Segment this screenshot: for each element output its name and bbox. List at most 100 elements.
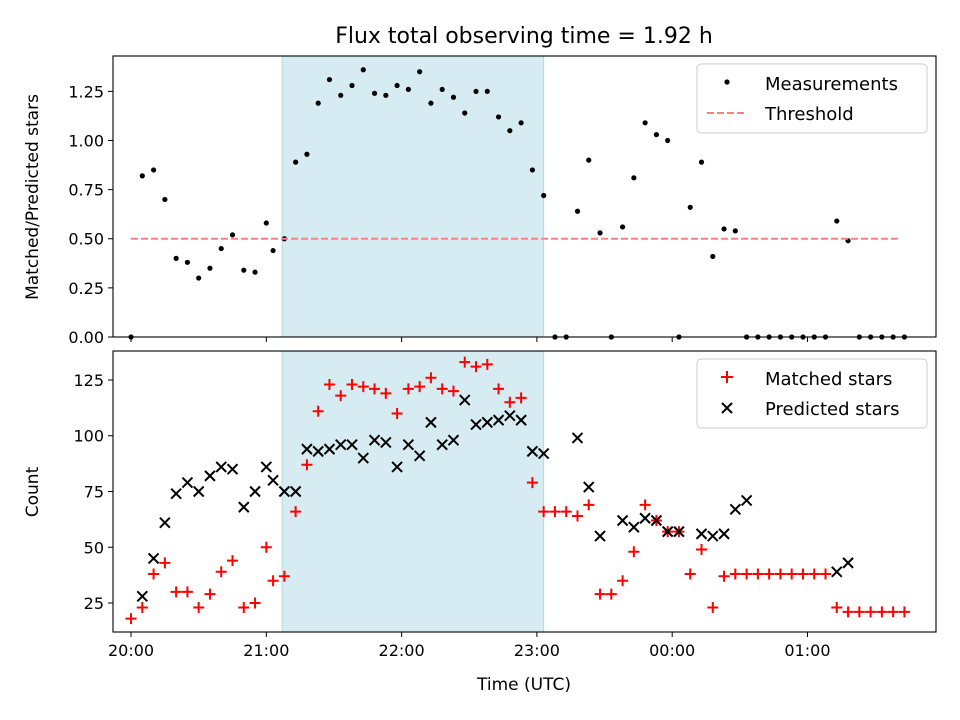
matched-star-point — [193, 601, 205, 613]
predicted-star-point — [831, 566, 843, 578]
predicted-star-point — [583, 481, 595, 493]
predicted-star-point — [515, 414, 527, 426]
matched-star-point — [696, 543, 708, 555]
predicted-star-point — [492, 414, 505, 426]
y-tick-label: 0.25 — [68, 279, 104, 298]
measurement-point — [394, 82, 400, 89]
matched-star-point — [493, 383, 505, 395]
y-tick-label: 0.00 — [68, 328, 104, 347]
x-tick-label: 23:00 — [514, 641, 560, 660]
top-plot-area — [128, 67, 908, 340]
measurement-point — [642, 120, 648, 126]
measurement-point — [207, 265, 213, 271]
matched-star-point — [260, 541, 272, 553]
predicted-star-point — [425, 416, 437, 429]
predicted-star-point — [402, 438, 415, 451]
matched-star-point — [842, 606, 854, 618]
predicted-star-point — [537, 447, 550, 460]
predicted-star-point — [436, 438, 448, 451]
matched-star-point — [459, 356, 471, 368]
matched-star-point — [549, 506, 561, 518]
bottom-y-axis: 25 50 75 100 125 — [73, 371, 113, 613]
predicted-star-point — [459, 394, 471, 406]
measurement-point — [462, 110, 468, 116]
measurement-point — [229, 232, 236, 238]
predicted-star-point — [639, 512, 651, 524]
predicted-star-point — [170, 488, 182, 500]
matched-star-point — [481, 358, 493, 370]
predicted-star-point — [335, 438, 347, 451]
measurement-point — [586, 157, 592, 163]
matched-star-point — [515, 392, 527, 404]
matched-star-point — [763, 568, 775, 580]
top-legend-frame — [696, 63, 928, 134]
predicted-star-point — [181, 476, 194, 489]
matched-star-point — [571, 510, 583, 522]
measurement-point — [495, 114, 502, 120]
x-tick-label: 22:00 — [379, 641, 425, 660]
y-tick-label: 125 — [73, 371, 104, 390]
y-tick-label: 100 — [73, 427, 104, 446]
matched-star-point — [797, 568, 809, 580]
matched-star-point — [876, 606, 888, 618]
measurement-point — [687, 204, 693, 210]
measurement-point — [834, 218, 840, 224]
matched-star-point — [594, 588, 606, 600]
predicted-star-point — [571, 432, 584, 444]
matched-star-point — [684, 568, 696, 580]
matched-star-point — [786, 568, 798, 580]
measurement-point — [315, 100, 321, 106]
matched-star-point — [335, 390, 347, 402]
measurement-point — [721, 226, 727, 232]
matched-star-point — [290, 506, 302, 518]
matched-star-point — [215, 566, 227, 578]
matched-star-point — [538, 506, 550, 518]
matched-star-point — [628, 546, 640, 558]
predicted-star-point — [136, 590, 149, 603]
measurement-point — [405, 86, 411, 93]
predicted-star-point — [470, 418, 482, 431]
matched-star-point — [583, 499, 595, 511]
x-tick-label: 01:00 — [784, 641, 830, 660]
matched-star-point — [470, 361, 482, 373]
predicted-star-point — [526, 445, 539, 458]
measurement-point — [304, 151, 310, 157]
measurement-point — [529, 167, 535, 173]
measurement-point — [371, 90, 378, 96]
matched-star-point — [159, 557, 171, 569]
bottom-legend: Matched stars Predicted stars — [696, 358, 928, 429]
y-tick-label: 0.75 — [68, 181, 104, 200]
matched-star-point — [504, 396, 516, 408]
measurement-point — [293, 159, 299, 165]
matched-star-point — [865, 606, 877, 618]
matched-star-point — [617, 575, 629, 587]
measurement-point — [732, 228, 738, 234]
bottom-legend-frame — [696, 358, 928, 429]
measurement-point — [574, 208, 581, 214]
x-tick-label: 20:00 — [108, 641, 154, 660]
predicted-star-point — [391, 461, 403, 473]
measurement-point — [263, 220, 269, 226]
matched-star-point — [380, 387, 392, 399]
bottom-plot-area — [125, 356, 910, 625]
matched-star-point — [718, 570, 730, 582]
matched-star-point — [526, 477, 538, 489]
measurement-point — [162, 196, 168, 203]
measurement-point — [698, 159, 705, 165]
predicted-star-point — [504, 409, 516, 422]
measurement-point — [631, 175, 637, 181]
predicted-star-point — [226, 463, 239, 475]
predicted-star-point — [368, 434, 381, 446]
measurement-point — [252, 269, 258, 275]
measurement-point — [349, 82, 355, 89]
measurement-point — [653, 132, 660, 138]
predicted-star-point — [616, 514, 629, 527]
legend-matched-label: Matched stars — [765, 369, 892, 390]
predicted-star-point — [267, 474, 279, 487]
top-axes-frame — [112, 55, 937, 338]
predicted-star-point — [729, 503, 742, 516]
matched-star-point — [752, 568, 764, 580]
matched-star-point — [267, 575, 279, 587]
top-x-axis — [130, 337, 808, 342]
